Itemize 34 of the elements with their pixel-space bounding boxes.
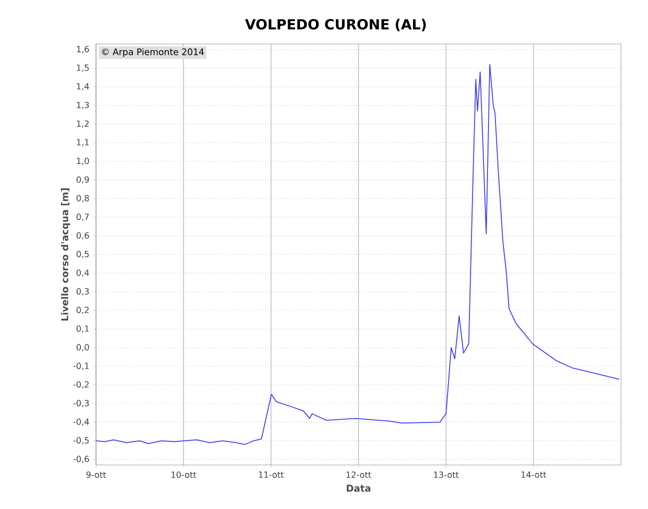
y-tick-label: 0,3 [76, 288, 89, 296]
annotation: © Arpa Piemonte 2014 [102, 48, 204, 57]
y-tick-label: 0,4 [76, 269, 90, 277]
y-tick-label: 1,5 [76, 64, 89, 72]
y-tick-label: 0,2 [76, 306, 89, 314]
line-series [96, 64, 620, 445]
y-tick-label: 0,0 [76, 344, 89, 352]
y-tick-label: -0,6 [73, 456, 89, 464]
x-tick-label: 14-ott [522, 472, 546, 478]
y-tick-label: -0,3 [73, 400, 89, 408]
chart-title: VOLPEDO CURONE (AL) [245, 18, 426, 32]
y-tick-label: -0,2 [73, 381, 89, 389]
y-tick-label: 0,1 [76, 325, 89, 333]
y-tick-label: 1,3 [76, 102, 89, 110]
y-tick-label: 0,6 [76, 232, 89, 240]
y-tick-label: 1,0 [76, 158, 89, 165]
x-tick-label: 11-ott [259, 472, 284, 478]
x-tick-label: 9-ott [86, 472, 106, 478]
y-axis-title: Livello corso d'acqua [m] [60, 188, 70, 320]
y-tick-label: 0,9 [76, 176, 89, 184]
y-tick-label: -0,1 [73, 362, 89, 370]
x-tick-label: 10-ott [172, 472, 196, 478]
y-tick-label: 0,5 [76, 250, 89, 258]
y-tick-label: 0,8 [76, 194, 89, 202]
y-tick-label: 1,6 [76, 46, 89, 54]
y-tick-label: 0,7 [76, 214, 89, 221]
x-tick-label: 12-ott [346, 472, 372, 478]
y-tick-label: 1,2 [76, 120, 89, 128]
x-tick-label: 13-ott [434, 472, 459, 478]
y-tick-label: -0,4 [73, 418, 90, 426]
y-tick-label: 1,1 [76, 139, 89, 146]
y-tick-label: 1,4 [76, 83, 90, 90]
x-axis-title: Data [346, 484, 370, 492]
y-tick-label: -0,5 [73, 437, 89, 444]
